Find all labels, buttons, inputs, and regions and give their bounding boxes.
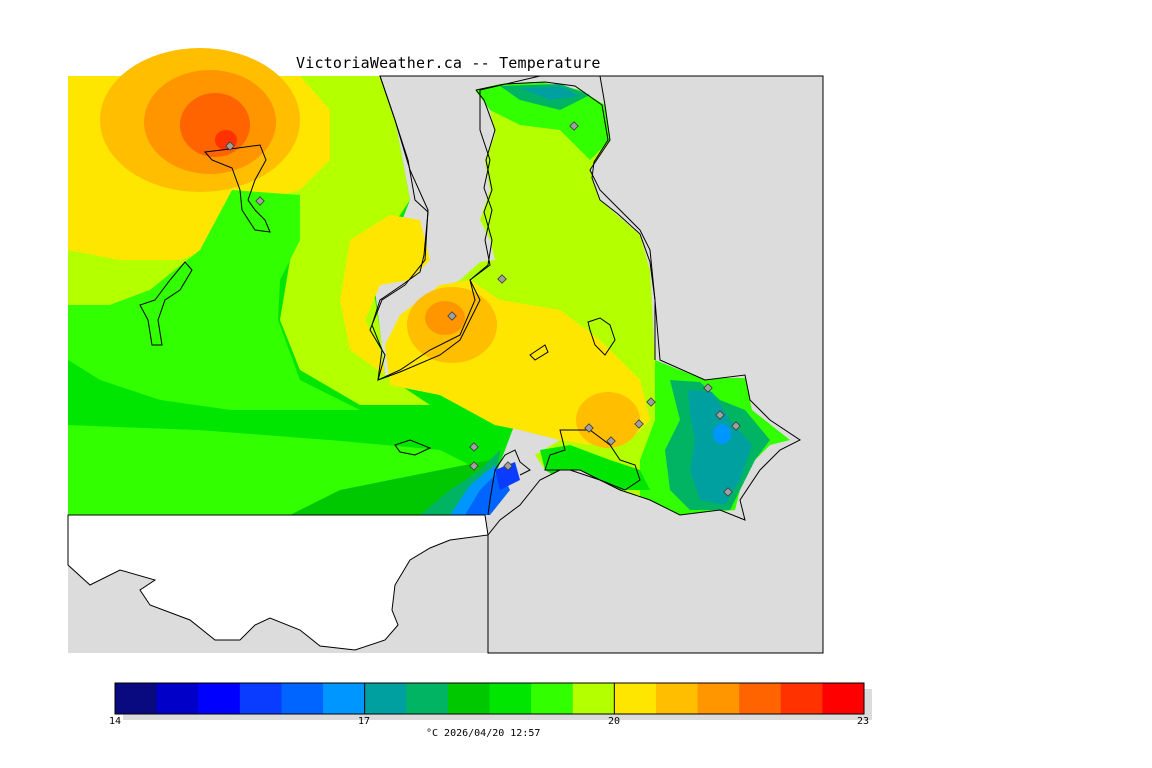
- colorbar-swatch-17: [822, 683, 865, 714]
- colorbar-caption: °C 2026/04/20 12:57: [426, 728, 541, 739]
- station-marker[interactable]: [715, 410, 725, 420]
- station-marker[interactable]: [606, 436, 616, 446]
- station-marker[interactable]: [225, 141, 235, 151]
- station-markers: [225, 121, 741, 497]
- colorbar-tick-label-3: 23: [856, 716, 870, 727]
- colorbar: [114, 682, 872, 720]
- colorbar-swatch-7: [406, 683, 449, 714]
- station-marker[interactable]: [723, 487, 733, 497]
- station-marker[interactable]: [646, 397, 656, 407]
- temperature-field-west: [68, 48, 520, 515]
- colorbar-swatch-13: [655, 683, 699, 714]
- station-marker[interactable]: [447, 311, 457, 321]
- land-masks: [369, 75, 824, 654]
- colorbar-swatch-4: [281, 683, 324, 714]
- colorbar-swatch-12: [614, 683, 657, 714]
- station-marker[interactable]: [255, 196, 265, 206]
- colorbar-swatch-1: [156, 683, 199, 714]
- colorbar-swatch-6: [364, 683, 407, 714]
- temperature-field-east: [385, 82, 790, 515]
- colorbar-tick-label-2: 20: [607, 716, 621, 727]
- colorbar-swatch-14: [697, 683, 740, 714]
- colorbar-tick-label-1: 17: [357, 716, 371, 727]
- colorbar-swatch-2: [198, 683, 241, 714]
- colorbar-swatch-10: [531, 683, 574, 714]
- colorbar-swatch-11: [572, 683, 615, 714]
- colorbar-tick-label-0: 14: [108, 716, 122, 727]
- station-marker[interactable]: [584, 423, 594, 433]
- colorbar-swatch-15: [739, 683, 782, 714]
- colorbar-swatch-5: [323, 683, 366, 714]
- station-marker[interactable]: [703, 383, 713, 393]
- station-marker[interactable]: [569, 121, 579, 131]
- no-data-region: [67, 514, 489, 651]
- station-marker[interactable]: [469, 461, 479, 471]
- colorbar-swatch-3: [239, 683, 282, 714]
- map-title: VictoriaWeather.ca -- Temperature: [296, 54, 601, 72]
- colorbar-swatch-8: [447, 683, 490, 714]
- colorbar-swatch-9: [489, 683, 532, 714]
- coastlines: [139, 75, 656, 516]
- station-marker[interactable]: [634, 419, 644, 429]
- station-marker[interactable]: [497, 274, 507, 284]
- station-marker[interactable]: [469, 442, 479, 452]
- station-marker[interactable]: [731, 421, 741, 431]
- station-marker[interactable]: [503, 461, 513, 471]
- colorbar-swatch-0: [115, 683, 158, 714]
- colorbar-swatch-16: [780, 683, 823, 714]
